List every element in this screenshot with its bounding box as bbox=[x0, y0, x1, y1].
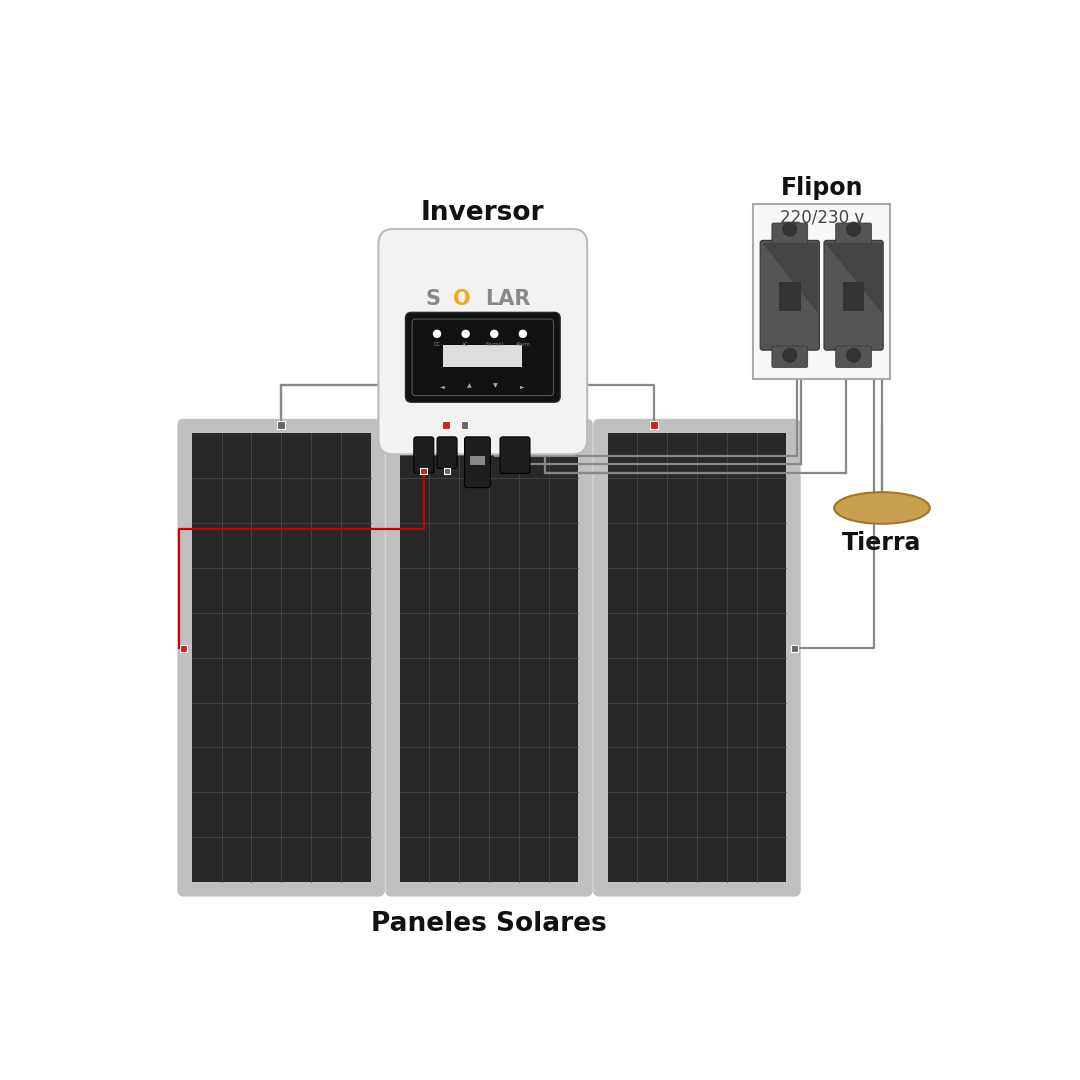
Bar bbox=[444, 468, 450, 474]
Text: Tierra: Tierra bbox=[842, 531, 921, 555]
Text: DC: DC bbox=[433, 341, 441, 347]
Text: LAR: LAR bbox=[485, 288, 530, 309]
Circle shape bbox=[783, 222, 797, 237]
Bar bbox=[650, 421, 658, 429]
Polygon shape bbox=[762, 243, 816, 311]
Circle shape bbox=[462, 330, 469, 337]
Text: Flipon: Flipon bbox=[781, 176, 863, 200]
FancyBboxPatch shape bbox=[760, 241, 820, 350]
Polygon shape bbox=[826, 243, 880, 311]
FancyBboxPatch shape bbox=[178, 420, 383, 895]
FancyBboxPatch shape bbox=[836, 346, 872, 367]
FancyBboxPatch shape bbox=[378, 229, 588, 455]
Text: AC: AC bbox=[462, 341, 469, 347]
Bar bbox=[278, 421, 285, 429]
Circle shape bbox=[847, 222, 861, 237]
FancyBboxPatch shape bbox=[824, 241, 883, 350]
Bar bbox=[608, 433, 786, 882]
Text: ▲: ▲ bbox=[467, 383, 472, 389]
FancyBboxPatch shape bbox=[464, 437, 490, 487]
Bar bbox=[444, 345, 522, 367]
Text: ▼: ▼ bbox=[494, 383, 498, 389]
FancyBboxPatch shape bbox=[414, 437, 434, 473]
FancyBboxPatch shape bbox=[753, 204, 890, 379]
Bar bbox=[443, 421, 449, 429]
Text: Paneles Solares: Paneles Solares bbox=[372, 912, 607, 937]
Circle shape bbox=[783, 349, 797, 362]
Bar bbox=[179, 645, 187, 652]
Bar bbox=[400, 433, 579, 882]
Bar bbox=[192, 433, 370, 882]
Text: Alarm: Alarm bbox=[515, 341, 530, 347]
Bar bbox=[842, 282, 864, 311]
FancyBboxPatch shape bbox=[772, 346, 808, 367]
Ellipse shape bbox=[834, 492, 930, 524]
FancyBboxPatch shape bbox=[594, 420, 799, 895]
Bar bbox=[791, 645, 798, 652]
Text: Normal: Normal bbox=[485, 341, 503, 347]
Bar bbox=[420, 468, 427, 474]
Bar bbox=[460, 421, 468, 429]
Circle shape bbox=[490, 330, 498, 337]
Circle shape bbox=[519, 330, 526, 337]
Circle shape bbox=[433, 330, 441, 337]
Bar bbox=[779, 282, 800, 311]
FancyBboxPatch shape bbox=[437, 437, 457, 469]
FancyBboxPatch shape bbox=[772, 222, 808, 244]
FancyBboxPatch shape bbox=[836, 222, 872, 244]
Text: ►: ► bbox=[519, 383, 525, 389]
Text: ◄: ◄ bbox=[441, 383, 445, 389]
Text: O: O bbox=[453, 288, 470, 309]
Bar bbox=[470, 456, 485, 464]
Circle shape bbox=[847, 349, 861, 362]
FancyBboxPatch shape bbox=[405, 312, 561, 402]
Text: Inversor: Inversor bbox=[421, 200, 544, 226]
Text: S: S bbox=[426, 288, 441, 309]
FancyBboxPatch shape bbox=[500, 437, 530, 473]
Text: 220/230 v: 220/230 v bbox=[780, 208, 864, 227]
FancyBboxPatch shape bbox=[387, 420, 592, 895]
